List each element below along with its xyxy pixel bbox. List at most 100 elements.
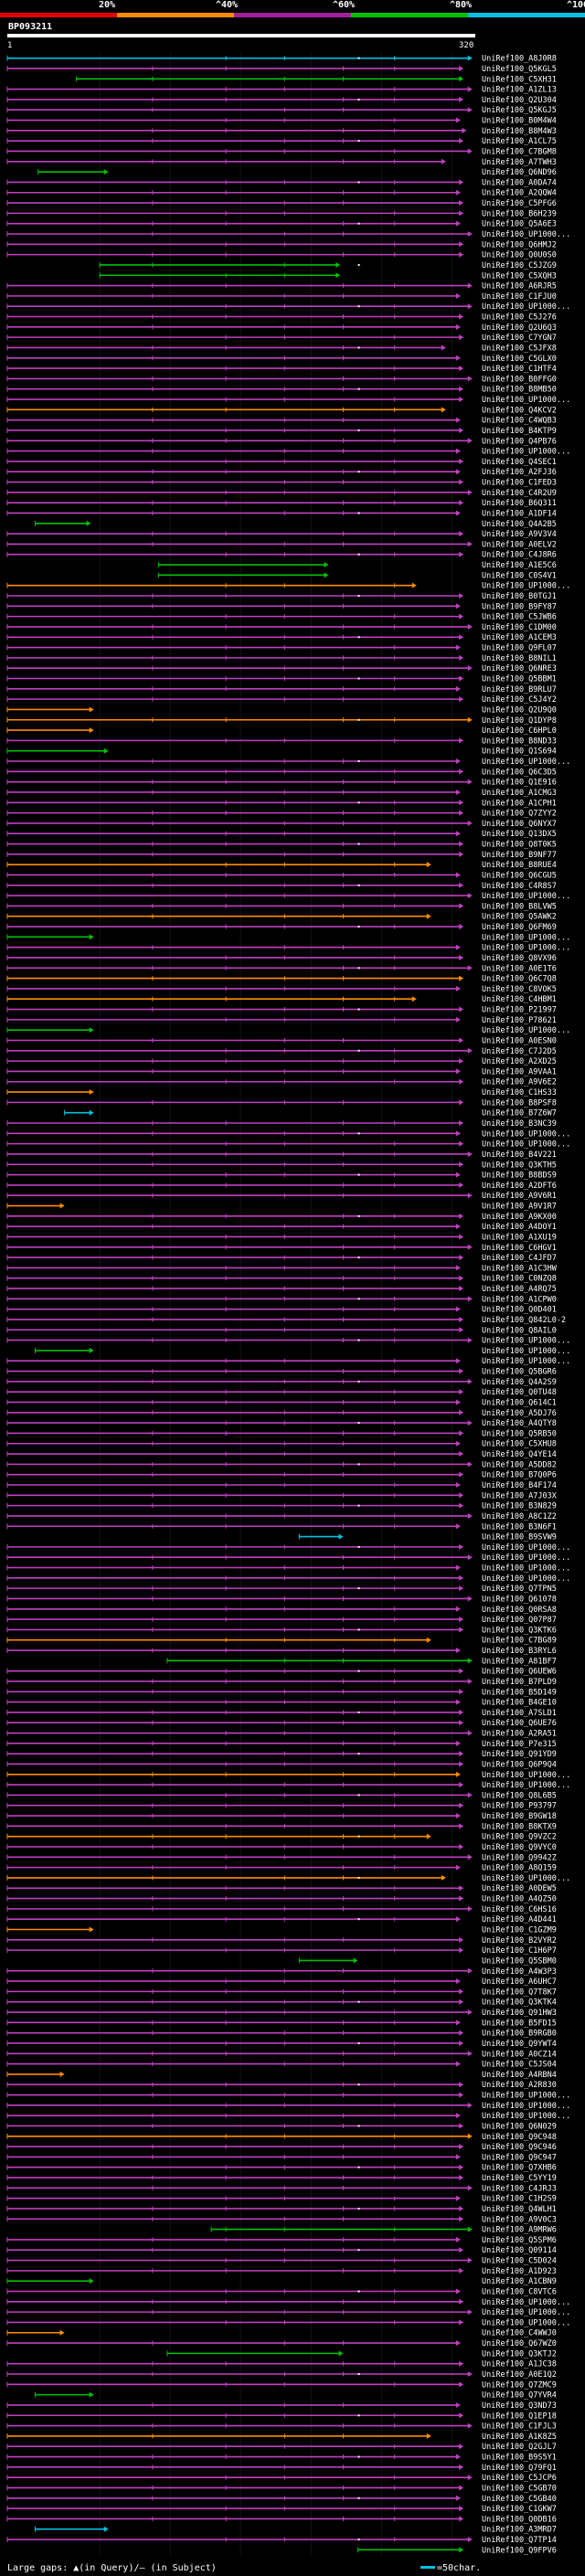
hit-label: UniRef100_A4RQ75 xyxy=(482,1285,557,1294)
hit-gap-dot xyxy=(357,1132,360,1135)
hit-arrowhead xyxy=(459,397,464,403)
hit-arrowhead xyxy=(467,2009,473,2016)
hit-label: UniRef100_Q5BGR6 xyxy=(482,1368,557,1377)
hit-label: UniRef100_UP1000... xyxy=(482,2092,570,2101)
hit-arrowhead xyxy=(459,2267,464,2274)
hit-arrowhead xyxy=(459,2547,464,2553)
hit-label: UniRef100_Q2U6Q3 xyxy=(482,323,557,333)
hit-label: UniRef100_UP1000... xyxy=(482,1337,570,1346)
hit-arrowhead xyxy=(89,1089,94,1096)
hit-arrowhead xyxy=(459,2175,464,2181)
hit-label: UniRef100_Q5SBM0 xyxy=(482,1956,557,1966)
hit-arrowhead xyxy=(459,1234,464,1240)
hit-label: UniRef100_B3N829 xyxy=(482,1502,557,1511)
hit-arrowhead xyxy=(441,1874,446,1881)
hit-arrowhead xyxy=(459,76,464,82)
hit-arrowhead xyxy=(467,1967,473,1974)
hit-label: UniRef100_A8Q159 xyxy=(482,1864,557,1873)
hit-gap-dot xyxy=(357,1049,360,1052)
hit-label: UniRef100_UP1000... xyxy=(482,1140,570,1150)
hit-arrowhead xyxy=(467,1244,473,1250)
hit-arrowhead xyxy=(467,2051,473,2057)
hit-arrowhead xyxy=(467,1378,473,1384)
hit-label: UniRef100_B2VYR2 xyxy=(482,1936,557,1945)
hit-arrowhead xyxy=(459,2205,464,2211)
hit-arrowhead xyxy=(459,1471,464,1478)
hit-arrowhead xyxy=(467,438,473,444)
hit-label: UniRef100_A1C3HW xyxy=(482,1264,558,1273)
hit-arrowhead xyxy=(467,1792,473,1798)
hit-arrowhead xyxy=(459,1802,464,1808)
hit-label: UniRef100_Q8VX96 xyxy=(482,954,557,963)
hit-label: UniRef100_B8M4W3 xyxy=(482,127,557,136)
hit-arrowhead xyxy=(459,1988,464,1995)
hit-label: UniRef100_C1H6P7 xyxy=(482,1946,557,1956)
hit-label: UniRef100_UP1000... xyxy=(482,933,570,942)
hit-arrowhead xyxy=(459,386,464,392)
hit-arrowhead xyxy=(459,1368,464,1374)
hit-label: UniRef100_Q6P9Q4 xyxy=(482,1760,557,1769)
query-bar xyxy=(7,34,475,37)
hit-label: UniRef100_UP1000... xyxy=(482,1574,570,1584)
hit-gap-dot xyxy=(357,636,360,639)
hit-label: UniRef100_C1H2S9 xyxy=(482,2195,557,2204)
hit-label: UniRef100_Q6NRE3 xyxy=(482,664,557,673)
hit-gap-dot xyxy=(357,1628,360,1631)
hit-arrowhead xyxy=(459,737,464,744)
hit-gap-dot xyxy=(357,1918,360,1921)
hit-arrowhead xyxy=(455,1771,461,1777)
hit-label: UniRef100_A2RA51 xyxy=(482,1730,557,1739)
hit-arrowhead xyxy=(455,117,461,123)
hit-arrowhead xyxy=(459,613,464,620)
hit-arrowhead xyxy=(335,261,341,268)
hit-label: UniRef100_UP1000... xyxy=(482,448,570,457)
hit-label: UniRef100_P78621 xyxy=(482,1016,557,1025)
hit-arrowhead xyxy=(459,1574,464,1581)
hit-gap-dot xyxy=(357,2414,360,2417)
query-start-label: 1 xyxy=(7,41,12,50)
hit-label: UniRef100_A9V6R1 xyxy=(482,1192,557,1201)
hit-label: UniRef100_Q7TP14 xyxy=(482,2536,557,2545)
hit-label: UniRef100_B5D149 xyxy=(482,1688,557,1697)
hit-label: UniRef100_B7Q0P6 xyxy=(482,1471,557,1480)
hit-gap-dot xyxy=(357,2166,360,2168)
hit-arrowhead xyxy=(459,841,464,847)
hit-arrowhead xyxy=(467,779,473,785)
hit-label: UniRef100_A1CL75 xyxy=(482,137,557,146)
hit-arrowhead xyxy=(459,1037,464,1044)
hit-arrowhead xyxy=(459,1709,464,1715)
hit-label: UniRef100_C5J4Y2 xyxy=(482,695,557,705)
hit-gap-dot xyxy=(357,140,360,143)
scale-legend: =50char. xyxy=(420,2563,481,2573)
hit-label: UniRef100_A6RJR5 xyxy=(482,282,557,292)
hit-arrowhead xyxy=(459,2516,464,2522)
hit-label: UniRef100_Q0DB16 xyxy=(482,2515,557,2524)
hit-label: UniRef100_Q6UEW6 xyxy=(482,1668,557,1677)
hit-label: UniRef100_C5GB70 xyxy=(482,2484,557,2493)
hit-label: UniRef100_Q1E916 xyxy=(482,779,557,788)
hit-label: UniRef100_C4JRJ3 xyxy=(482,2184,557,2193)
hit-label: UniRef100_B4V221 xyxy=(482,1150,557,1160)
hit-label: UniRef100_C4WWJ0 xyxy=(482,2329,557,2338)
hit-arrowhead xyxy=(467,303,473,310)
hit-label: UniRef100_Q9FPV6 xyxy=(482,2546,557,2555)
hit-arrowhead xyxy=(467,1193,473,1199)
hit-arrowhead xyxy=(426,1833,431,1839)
hit-arrowhead xyxy=(459,2506,464,2512)
hit-arrowhead xyxy=(89,1347,94,1353)
hit-arrowhead xyxy=(335,272,341,279)
hit-label: UniRef100_Q2GJL7 xyxy=(482,2443,557,2452)
hit-arrowhead xyxy=(467,1420,473,1426)
hit-arrowhead xyxy=(467,282,473,289)
hit-arrowhead xyxy=(467,2537,473,2543)
hit-arrowhead xyxy=(459,696,464,703)
hit-arrowhead xyxy=(459,634,464,641)
hit-arrowhead xyxy=(459,458,464,464)
hit-gap-dot xyxy=(357,967,360,970)
hit-arrowhead xyxy=(455,1864,461,1871)
hit-arrowhead xyxy=(459,2082,464,2088)
hit-gap-dot xyxy=(357,926,360,928)
hit-label: UniRef100_UP1000... xyxy=(482,1129,570,1139)
hit-label: UniRef100_UP1000... xyxy=(482,2308,570,2317)
hit-gap-dot xyxy=(357,305,360,308)
